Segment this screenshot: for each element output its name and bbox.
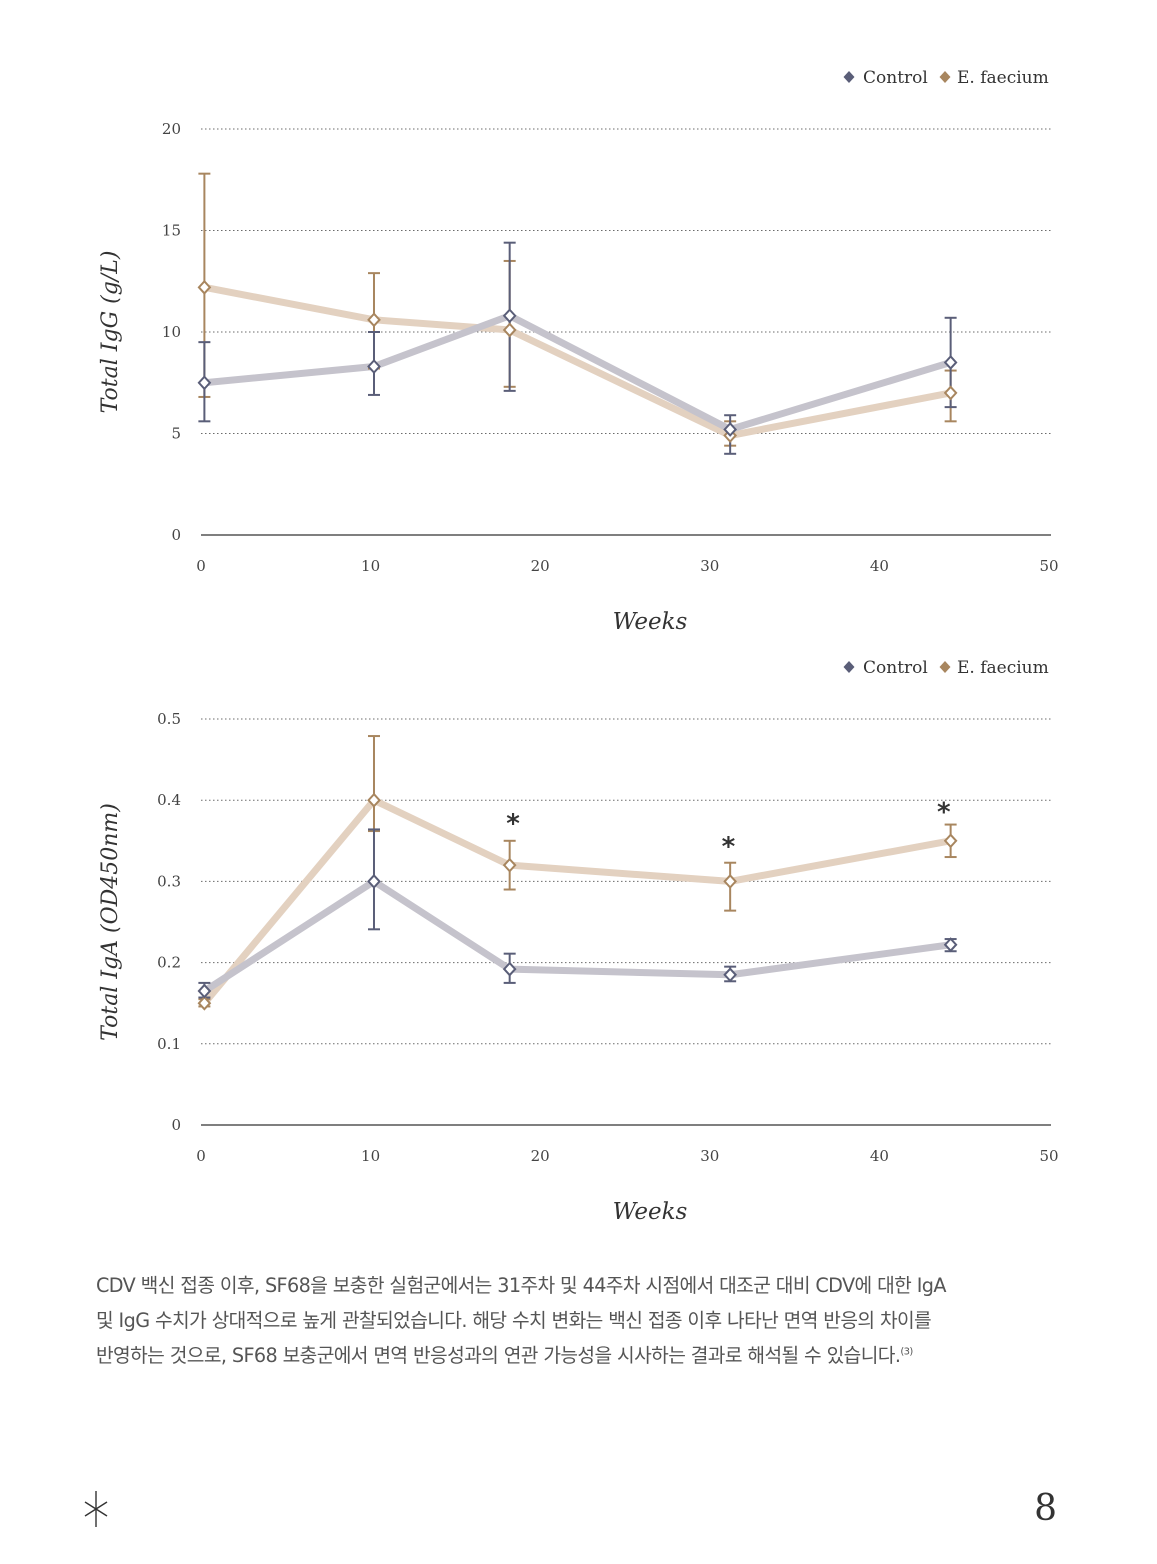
igg-x-tick-label: 30 bbox=[700, 557, 719, 575]
iga-control-point bbox=[723, 967, 738, 983]
iga-x-tick-label: 0 bbox=[196, 1147, 206, 1165]
iga-legend-efaecium-label: E. faecium bbox=[957, 658, 1049, 678]
iga-control-point bbox=[502, 961, 517, 977]
iga-legend-control-label: Control bbox=[863, 658, 928, 678]
iga-efaecium-point bbox=[502, 857, 517, 873]
iga-y-tick-label: 0 bbox=[171, 1116, 181, 1134]
asterisk-ornament-icon bbox=[84, 1491, 108, 1527]
iga-control-series-line bbox=[200, 877, 955, 995]
igg-y-tick-label: 0 bbox=[171, 526, 181, 544]
iga-efaecium-point bbox=[943, 833, 958, 849]
igg-y-tick-label: 10 bbox=[162, 323, 181, 341]
igg-y-tick-label: 20 bbox=[162, 120, 181, 138]
igg-x-tick-label: 50 bbox=[1039, 557, 1058, 575]
iga-y-tick-label: 0.4 bbox=[157, 791, 181, 809]
igg-efaecium-point bbox=[943, 385, 958, 401]
iga-y-tick-label: 0.3 bbox=[157, 872, 181, 890]
igg-legend-efaecium-label: E. faecium bbox=[957, 68, 1049, 88]
igg-x-axis-label: Weeks bbox=[613, 609, 688, 635]
caption-line-3: 반영하는 것으로, SF68 보충군에서 면역 반응성과의 연관 가능성을 시사… bbox=[96, 1338, 1071, 1373]
iga-significance-asterisk: * bbox=[506, 809, 520, 839]
reference-marker: (3) bbox=[900, 1346, 913, 1358]
iga-efaecium-point bbox=[367, 792, 381, 808]
igg-x-tick-label: 20 bbox=[531, 557, 550, 575]
igg-efaecium-point bbox=[502, 322, 517, 338]
igg-legend-control-label: Control bbox=[863, 68, 928, 88]
igg-y-tick-label: 5 bbox=[171, 425, 181, 443]
iga-efaecium-point bbox=[197, 995, 212, 1011]
iga-efaecium-point bbox=[723, 873, 738, 889]
iga-legend-control-icon bbox=[843, 661, 855, 673]
iga-legend-efaecium-icon bbox=[939, 661, 951, 673]
caption-line-2: 및 IgG 수치가 상대적으로 높게 관찰되었습니다. 해당 수치 변화는 백신… bbox=[96, 1309, 932, 1332]
caption-line-1: CDV 백신 접종 이후, SF68을 보충한 실험군에서는 31주차 및 44… bbox=[96, 1274, 946, 1297]
igg-chart-svg: 0 5 10 15 20 0 10 20 30 40 50 Weeks Total IgG (g/L) C… bbox=[98, 68, 1059, 635]
igg-chart: 0 5 10 15 20 0 10 20 30 40 50 Weeks Total IgG (g/L) C… bbox=[0, 0, 1157, 650]
igg-x-tick-label: 0 bbox=[196, 557, 206, 575]
iga-y-axis-label: Total IgA (OD450nm) bbox=[98, 803, 123, 1041]
igg-legend-control-icon bbox=[843, 71, 855, 83]
igg-efaecium-point bbox=[367, 312, 381, 328]
igg-efaecium-series-line bbox=[200, 283, 955, 440]
iga-x-tick-label: 20 bbox=[531, 1147, 550, 1165]
iga-control-point bbox=[367, 873, 381, 889]
iga-x-tick-label: 10 bbox=[361, 1147, 380, 1165]
iga-chart-svg: 0 0.1 0.2 0.3 0.4 0.5 0 10 20 30 40 50 Weeks Total Ig… bbox=[98, 658, 1059, 1225]
iga-significance-asterisk: * bbox=[722, 832, 736, 862]
igg-x-tick-label: 10 bbox=[361, 557, 380, 575]
iga-chart: 0 0.1 0.2 0.3 0.4 0.5 0 10 20 30 40 50 Weeks Total Ig… bbox=[0, 650, 1157, 1250]
igg-control-point bbox=[723, 421, 738, 437]
iga-significance-asterisk: * bbox=[937, 798, 951, 828]
page-number: 8 bbox=[1034, 1488, 1057, 1529]
iga-x-tick-label: 30 bbox=[700, 1147, 719, 1165]
igg-control-point bbox=[502, 308, 517, 324]
iga-y-tick-label: 0.1 bbox=[157, 1035, 181, 1053]
caption-line-3-text: 반영하는 것으로, SF68 보충군에서 면역 반응성과의 연관 가능성을 시사… bbox=[96, 1344, 901, 1367]
iga-control-point bbox=[197, 983, 212, 999]
iga-x-axis-label: Weeks bbox=[613, 1199, 688, 1225]
igg-efaecium-point bbox=[197, 279, 212, 295]
iga-y-tick-label: 0.5 bbox=[157, 710, 181, 728]
iga-control-point bbox=[943, 937, 958, 953]
iga-y-tick-label: 0.2 bbox=[157, 954, 181, 972]
igg-x-tick-label: 40 bbox=[870, 557, 889, 575]
igg-control-point bbox=[367, 359, 381, 374]
iga-x-tick-label: 40 bbox=[870, 1147, 889, 1165]
igg-control-point bbox=[943, 354, 958, 370]
igg-y-axis-label: Total IgG (g/L) bbox=[98, 251, 123, 414]
igg-legend-efaecium-icon bbox=[939, 71, 951, 83]
igg-control-point bbox=[197, 375, 212, 391]
igg-y-tick-label: 15 bbox=[162, 222, 181, 240]
figure-caption: CDV 백신 접종 이후, SF68을 보충한 실험군에서는 31주차 및 44… bbox=[96, 1268, 1071, 1373]
iga-x-tick-label: 50 bbox=[1039, 1147, 1058, 1165]
